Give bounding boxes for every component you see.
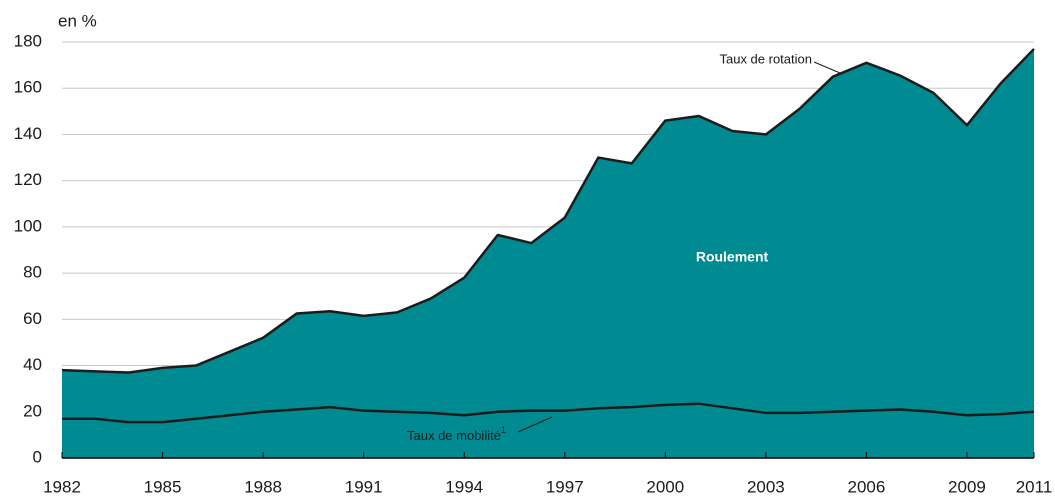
y-tick-label: 60 [23, 309, 42, 328]
y-tick-label: 160 [14, 78, 42, 97]
x-tick-label: 2009 [948, 477, 986, 496]
x-tick-label: 2000 [646, 477, 684, 496]
x-tick-label: 1994 [445, 477, 483, 496]
y-tick-label: 180 [14, 31, 42, 50]
series-label-name: Taux de mobilité [407, 428, 501, 443]
x-tick-label: 1988 [244, 477, 282, 496]
y-tick-label: 120 [14, 170, 42, 189]
x-tick-label: 1985 [144, 477, 182, 496]
footnote-mark: 1 [501, 425, 506, 435]
series-line [62, 402, 1035, 424]
series-label: Taux de rotation [719, 51, 812, 66]
series-label: Taux de mobilité1 [407, 425, 506, 443]
y-tick-label: 40 [23, 355, 42, 374]
leader-line [813, 61, 841, 74]
x-tick-label: 2011 [1016, 477, 1053, 496]
y-axis-label: en % [58, 11, 97, 30]
x-tick-label: 2006 [847, 477, 885, 496]
y-tick-label: 140 [14, 124, 42, 143]
series-line [61, 48, 1035, 374]
x-tick-label: 1997 [546, 477, 584, 496]
x-tick-label: 1991 [345, 477, 383, 496]
y-tick-label: 20 [23, 401, 42, 420]
area [62, 48, 1034, 458]
y-tick-label: 0 [33, 447, 42, 466]
x-tick-label: 2003 [747, 477, 785, 496]
y-tick-label: 100 [14, 216, 42, 235]
area-label: Roulement [696, 249, 769, 265]
x-tick-label: 1982 [43, 477, 81, 496]
y-tick-label: 80 [23, 263, 42, 282]
leader-line [517, 416, 553, 433]
